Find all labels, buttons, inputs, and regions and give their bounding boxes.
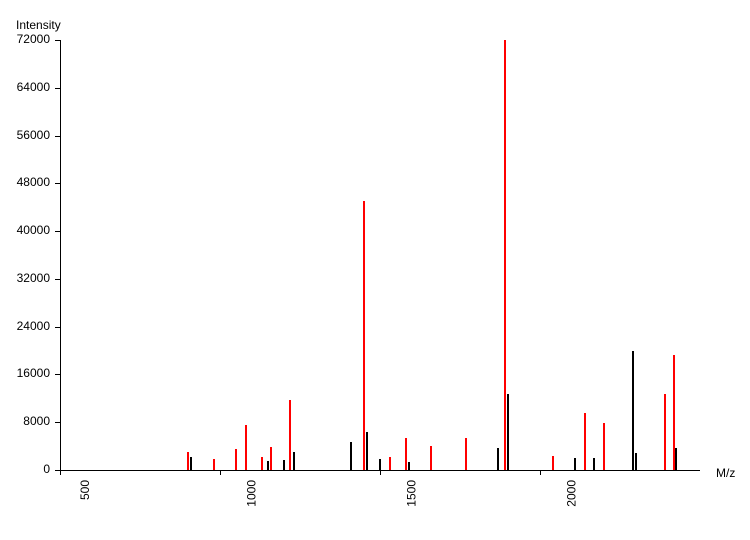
red-peak (465, 438, 467, 470)
red-peak (430, 446, 432, 470)
black-peak (632, 351, 634, 470)
red-peak (584, 413, 586, 470)
y-tick (55, 422, 60, 423)
x-axis-title: M/z (716, 466, 735, 480)
black-peak (574, 458, 576, 470)
y-tick-label: 24000 (0, 319, 50, 333)
black-peak (283, 460, 285, 470)
y-tick-label: 8000 (0, 414, 50, 428)
y-tick-label: 0 (0, 462, 50, 476)
x-tick (220, 470, 221, 475)
y-tick (55, 40, 60, 41)
x-tick-label: 500 (78, 480, 92, 500)
red-peak (289, 400, 291, 470)
y-tick (55, 279, 60, 280)
y-tick-label: 64000 (0, 80, 50, 94)
red-peak (673, 355, 675, 470)
black-peak (366, 432, 368, 470)
red-peak (261, 457, 263, 470)
y-tick-label: 56000 (0, 128, 50, 142)
x-tick-label: 1500 (405, 480, 419, 507)
y-axis-title: Intensity (16, 18, 61, 32)
red-peak (270, 447, 272, 470)
x-tick (380, 470, 381, 475)
x-tick-label: 1000 (245, 480, 259, 507)
red-peak (235, 449, 237, 470)
black-peak (350, 442, 352, 470)
black-peak (507, 394, 509, 470)
red-peak (389, 457, 391, 470)
x-tick (60, 470, 61, 475)
x-tick (540, 470, 541, 475)
red-peak (552, 456, 554, 470)
y-tick-label: 16000 (0, 366, 50, 380)
y-tick (55, 374, 60, 375)
black-peak (190, 457, 192, 470)
red-peak (245, 425, 247, 470)
y-tick-label: 48000 (0, 175, 50, 189)
black-peak (635, 453, 637, 470)
red-peak (664, 394, 666, 470)
red-peak (603, 423, 605, 470)
y-axis (60, 40, 61, 470)
y-tick (55, 231, 60, 232)
y-tick (55, 183, 60, 184)
red-peak (187, 452, 189, 470)
red-peak (405, 438, 407, 470)
y-tick-label: 40000 (0, 223, 50, 237)
black-peak (379, 459, 381, 470)
black-peak (293, 452, 295, 470)
mass-spectrum-chart: { "chart": { "type": "bar", "title": "",… (0, 0, 750, 540)
y-tick (55, 327, 60, 328)
y-tick (55, 88, 60, 89)
black-peak (593, 458, 595, 470)
black-peak (497, 448, 499, 470)
y-tick-label: 32000 (0, 271, 50, 285)
red-peak (504, 40, 506, 470)
red-peak (213, 459, 215, 470)
y-tick-label: 72000 (0, 32, 50, 46)
x-tick-label: 2000 (565, 480, 579, 507)
y-tick (55, 136, 60, 137)
red-peak (363, 201, 365, 470)
black-peak (408, 462, 410, 470)
black-peak (267, 461, 269, 470)
